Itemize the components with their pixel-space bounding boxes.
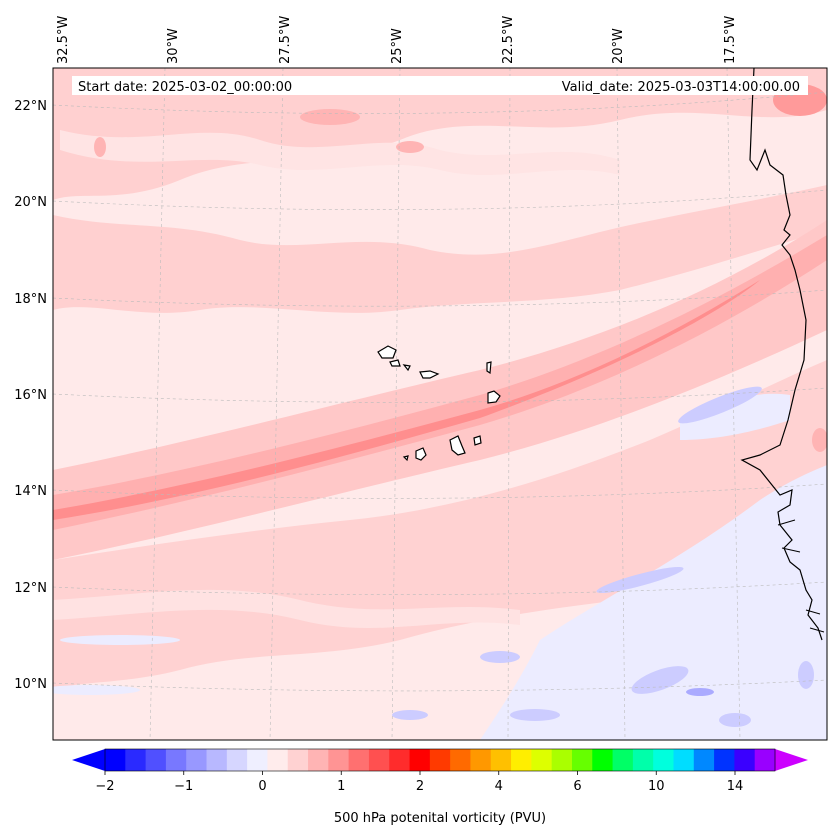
colorbar-swatch — [328, 749, 350, 771]
colorbar-swatch — [632, 749, 654, 771]
lon-label: 20°W — [611, 28, 626, 64]
lat-label: 14°N — [14, 484, 47, 499]
colorbar-frame — [104, 748, 776, 772]
colorbar-tick-label: 6 — [573, 779, 581, 794]
colorbar-swatch — [145, 749, 167, 771]
colorbar-swatch — [368, 749, 390, 771]
colorbar-swatch — [206, 749, 228, 771]
pv-negative-patch — [686, 688, 714, 696]
colorbar-swatch — [653, 749, 674, 771]
colorbar-swatch — [186, 749, 208, 771]
colorbar-swatch — [754, 749, 776, 771]
colorbar-tick-label: 1 — [337, 779, 345, 794]
lon-label: 25°W — [390, 28, 405, 64]
pv-jet-middle — [53, 235, 827, 530]
colorbar-swatch — [551, 749, 573, 771]
colorbar-swatch — [693, 749, 715, 771]
pv-negative-patch — [680, 393, 790, 440]
lat-label: 20°N — [14, 195, 47, 210]
lon-label: 27.5°W — [278, 16, 293, 64]
colorbar-swatch — [308, 749, 329, 771]
pv-negative-patch — [678, 386, 762, 424]
pv-field-upper-band-2 — [53, 185, 827, 313]
graticule — [53, 68, 827, 740]
colorbar-tick-label: −1 — [174, 779, 193, 794]
colorbar-tick-label: 4 — [495, 779, 503, 794]
lon-label: 32.5°W — [56, 16, 71, 64]
pv-negative-patch — [596, 566, 684, 594]
colorbar-tick-label: 2 — [416, 779, 424, 794]
pv-negative-patch — [480, 651, 520, 663]
pv-negative-patch — [510, 709, 560, 721]
pv-positive-blob — [812, 428, 827, 452]
colorbar-swatch — [287, 749, 309, 771]
colorbar-ticks: −2 −1 0 1 2 4 6 10 14 — [95, 771, 743, 794]
colorbar-over-arrow — [775, 749, 808, 771]
colorbar-swatch — [490, 749, 512, 771]
colorbar-swatch — [409, 749, 431, 771]
colorbar-swatch — [714, 749, 735, 771]
colorbar-swatch — [450, 749, 471, 771]
lat-label: 10°N — [14, 677, 47, 692]
latitude-labels: 22°N 20°N 18°N 16°N 14°N 12°N 10°N — [14, 99, 47, 692]
colorbar-under-arrow — [72, 749, 105, 771]
lat-label: 22°N — [14, 99, 47, 114]
colorbar-swatch — [247, 749, 268, 771]
colorbar-swatch — [105, 749, 126, 771]
lat-label: 12°N — [14, 581, 47, 596]
colorbar-swatch — [612, 749, 634, 771]
colorbar-label: 500 hPa potenital vorticity (PVU) — [334, 811, 546, 826]
colorbar-tick-label: −2 — [95, 779, 114, 794]
pv-positive-blob — [396, 141, 424, 153]
colorbar-swatch — [673, 749, 695, 771]
colorbar: −2 −1 0 1 2 4 6 10 14 500 hPa potenital vorticit… — [72, 748, 808, 826]
pv-negative-patch — [631, 666, 689, 694]
colorbar-swatch — [531, 749, 553, 771]
pv-negative-patch — [53, 685, 140, 695]
pv-field-upper-band — [53, 68, 827, 200]
colorbar-tick-label: 0 — [258, 779, 266, 794]
date-header-box — [72, 76, 808, 95]
lat-label: 18°N — [14, 292, 47, 307]
pv-negative-patch — [798, 661, 814, 689]
pv-negative-patch — [719, 713, 751, 727]
colorbar-swatch — [389, 749, 411, 771]
pv-negative-patch — [392, 710, 428, 720]
map-panel — [53, 68, 827, 740]
senegal-coast-detail — [777, 519, 825, 633]
colorbar-swatch — [267, 749, 289, 771]
colorbar-swatch — [470, 749, 492, 771]
lon-label: 17.5°W — [723, 16, 738, 64]
colorbar-swatch — [429, 749, 451, 771]
colorbar-swatch — [348, 749, 370, 771]
pv-field-lower-light — [53, 589, 520, 629]
colorbar-swatch — [511, 749, 532, 771]
pv-positive-blob — [300, 109, 360, 125]
colorbar-swatches — [105, 749, 776, 771]
colorbar-swatch — [734, 749, 756, 771]
map-frame — [52, 67, 828, 741]
start-date-label: Start date: 2025-03-02_00:00:00 — [78, 80, 292, 95]
colorbar-swatch — [592, 749, 614, 771]
lat-label: 16°N — [14, 388, 47, 403]
pv-positive-blob — [94, 137, 106, 157]
lon-label: 30°W — [166, 28, 181, 64]
pv-negative-patch — [480, 465, 827, 740]
pv-negative-patch — [60, 635, 180, 645]
colorbar-tick-label: 14 — [727, 779, 744, 794]
valid-date-label: Valid_date: 2025-03-03T14:00:00.00 — [562, 80, 800, 95]
africa-coastline — [740, 68, 823, 641]
colorbar-tick-label: 10 — [648, 779, 665, 794]
colorbar-swatch — [125, 749, 147, 771]
colorbar-swatch — [226, 749, 248, 771]
colorbar-swatch — [571, 749, 593, 771]
pv-field-light-band — [60, 130, 620, 175]
colorbar-swatch — [165, 749, 187, 771]
longitude-labels: 32.5°W 30°W 27.5°W 25°W 22.5°W 20°W 17.5… — [56, 16, 738, 64]
cape-verde-islands — [377, 345, 501, 462]
lon-label: 22.5°W — [501, 16, 516, 64]
